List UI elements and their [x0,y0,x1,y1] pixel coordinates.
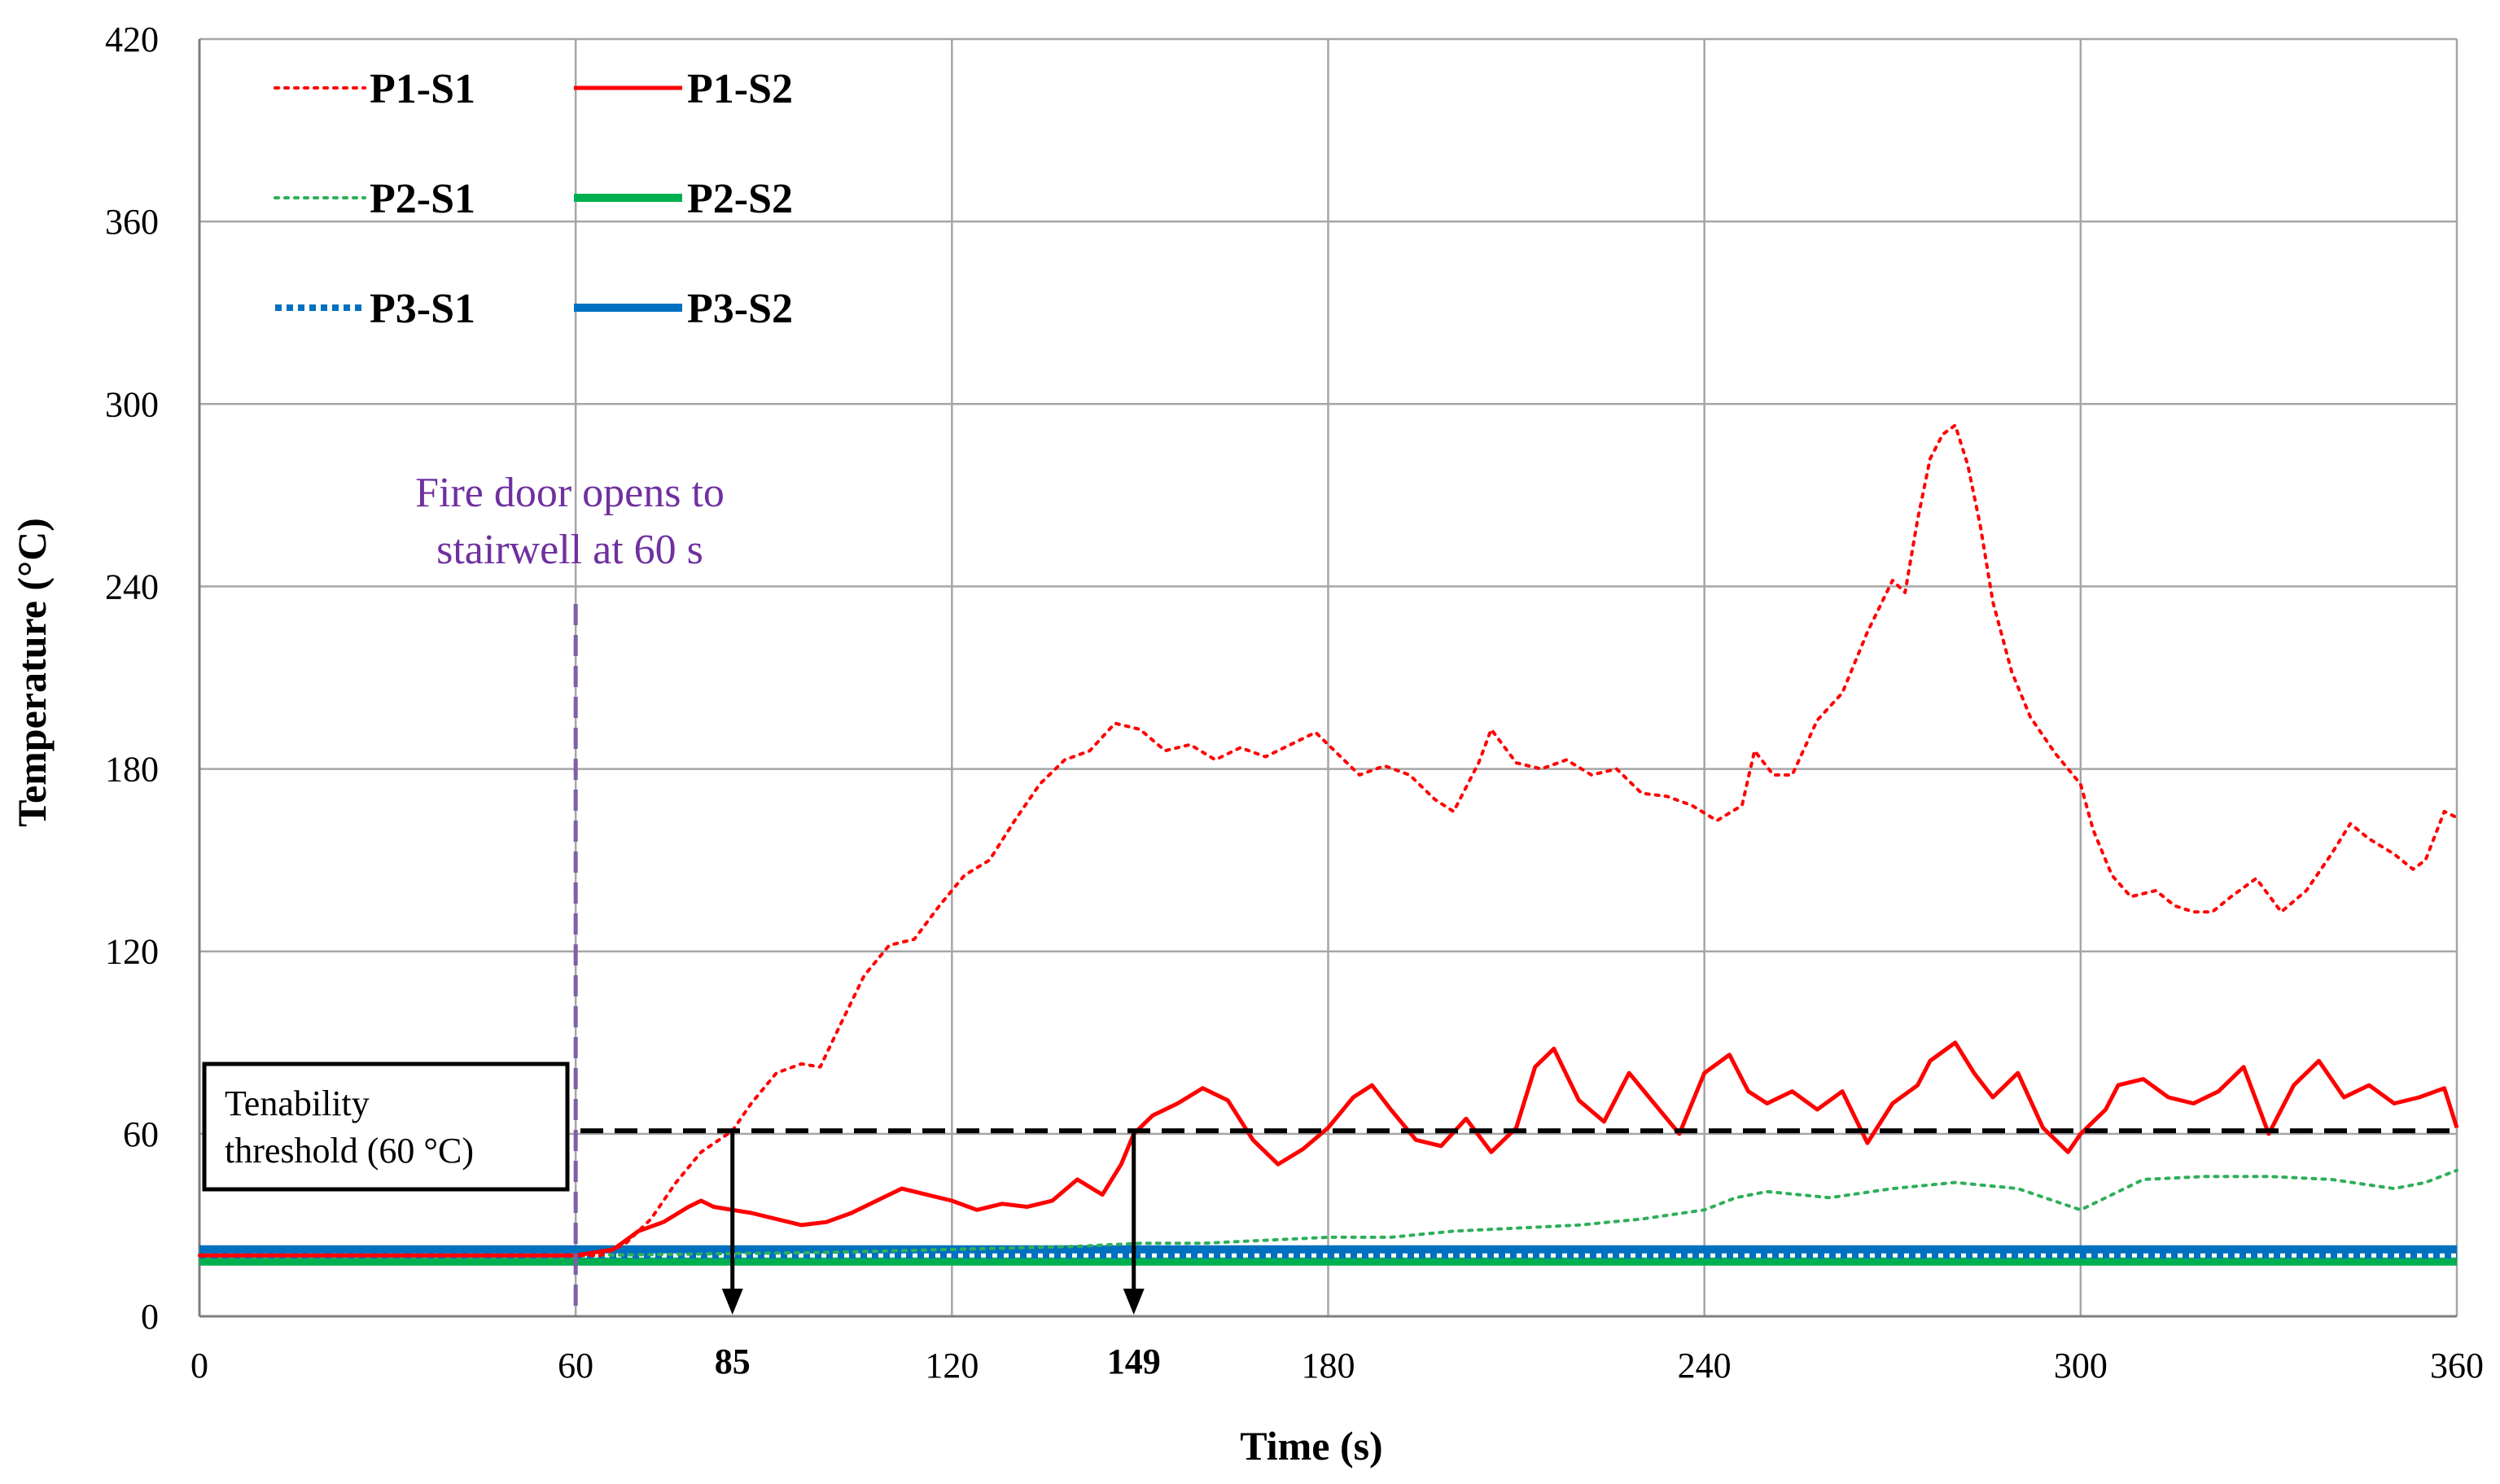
marker-arrow-head-85 [721,1289,743,1315]
y-tick-label-360: 360 [105,202,159,242]
annotations: 85 149 [204,604,2457,1381]
y-tick-label-300: 300 [105,384,159,424]
legend-label-p1-s2: P1-S2 [687,66,793,112]
y-tick-label-0: 0 [141,1297,159,1337]
legend-label-p2-s1: P2-S1 [370,176,475,222]
threshold-label-box [202,1062,570,1192]
x-tick-label-0: 0 [190,1346,208,1386]
door-annotation-line2: stairwell at 60 s [436,527,703,573]
series-line-p1-s2 [199,1040,2459,1258]
x-tick-label-240: 240 [1678,1346,1732,1386]
legend: P1-S1 P1-S2 P2-S1 P2-S2 P3-S1 P3-S2 [274,66,793,332]
y-axis-title: Temperature (°C) [9,518,55,827]
x-tick-label-120: 120 [925,1346,979,1386]
x-tick-label-360: 360 [2430,1346,2484,1386]
legend-label-p3-s2: P3-S2 [687,286,793,332]
threshold-label-line2: threshold (60 °C) [225,1131,474,1171]
door-annotation-line1: Fire door opens to [415,470,725,516]
marker-label-149: 149 [1107,1342,1161,1381]
y-tick-label-120: 120 [105,932,159,972]
x-tick-label-180: 180 [1302,1346,1355,1386]
legend-label-p2-s2: P2-S2 [687,176,793,222]
marker-arrow-head-149 [1123,1289,1145,1315]
legend-label-p1-s1: P1-S1 [370,66,475,112]
y-tick-label-240: 240 [105,567,159,606]
y-tick-label-60: 60 [123,1114,159,1154]
y-tick-label-420: 420 [105,20,159,59]
x-tick-label-60: 60 [558,1346,593,1386]
legend-label-p3-s1: P3-S1 [370,286,475,332]
x-axis-title: Time (s) [1240,1423,1382,1469]
series-line-p2-s1 [198,1168,2458,1258]
x-tick-label-300: 300 [2054,1346,2108,1386]
marker-label-85: 85 [715,1342,751,1381]
threshold-label-line1: Tenability [225,1083,370,1123]
y-tick-label-180: 180 [105,750,159,790]
tick-labels: 0 60 120 180 240 300 360 0 60 120 180 240 300 360 420 [105,20,2484,1386]
